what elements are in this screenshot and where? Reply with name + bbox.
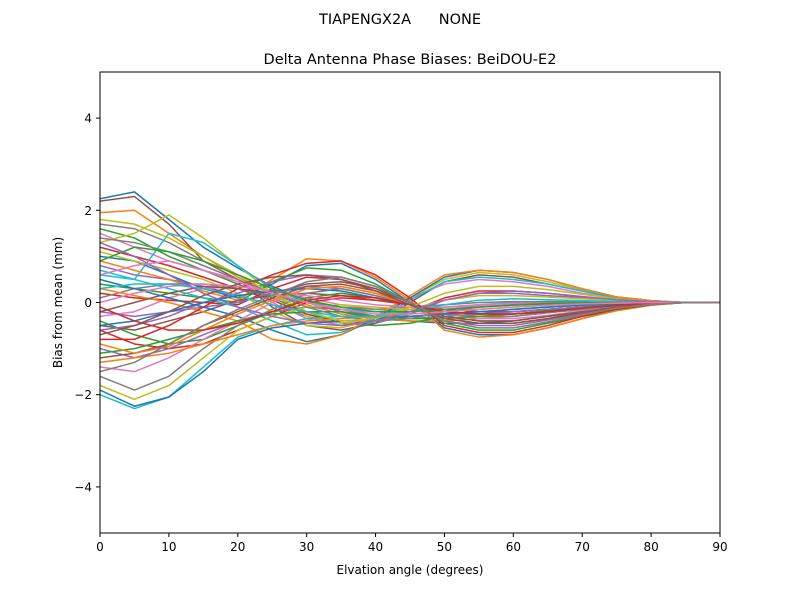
series-line-46 xyxy=(100,274,720,336)
series-line-20 xyxy=(100,269,720,336)
y-tick-label: 4 xyxy=(84,112,92,126)
x-tick-label: 10 xyxy=(161,540,176,554)
series-line-47 xyxy=(100,260,720,315)
series-line-48 xyxy=(100,276,720,373)
figure-suptitle: TIAPENGX2A NONE xyxy=(318,12,481,28)
y-tick-label: −4 xyxy=(74,480,92,494)
x-axis: 0 10 20 30 40 50 60 70 80 90 xyxy=(96,533,728,554)
y-tick-label: 0 xyxy=(84,296,92,310)
x-tick-label: 40 xyxy=(368,540,383,554)
series-line-34 xyxy=(100,260,720,341)
series-line-31 xyxy=(100,301,720,407)
x-axis-label: Elvation angle (degrees) xyxy=(337,563,484,577)
y-axis: −4 −2 0 2 4 xyxy=(74,112,100,494)
series-line-39 xyxy=(100,218,720,322)
x-tick-label: 20 xyxy=(230,540,245,554)
x-tick-label: 0 xyxy=(96,540,104,554)
x-tick-label: 80 xyxy=(643,540,658,554)
series-layer xyxy=(100,191,720,410)
y-tick-label: −2 xyxy=(74,388,92,402)
x-tick-label: 70 xyxy=(575,540,590,554)
series-line-45 xyxy=(100,241,720,327)
x-tick-label: 30 xyxy=(299,540,314,554)
y-axis-label: Bias from mean (mm) xyxy=(51,237,65,368)
x-tick-label: 50 xyxy=(437,540,452,554)
x-tick-label: 60 xyxy=(506,540,521,554)
series-line-22 xyxy=(100,269,720,345)
y-tick-label: 2 xyxy=(84,204,92,218)
x-tick-label: 90 xyxy=(712,540,727,554)
chart-title: Delta Antenna Phase Biases: BeiDOU-E2 xyxy=(264,52,557,68)
